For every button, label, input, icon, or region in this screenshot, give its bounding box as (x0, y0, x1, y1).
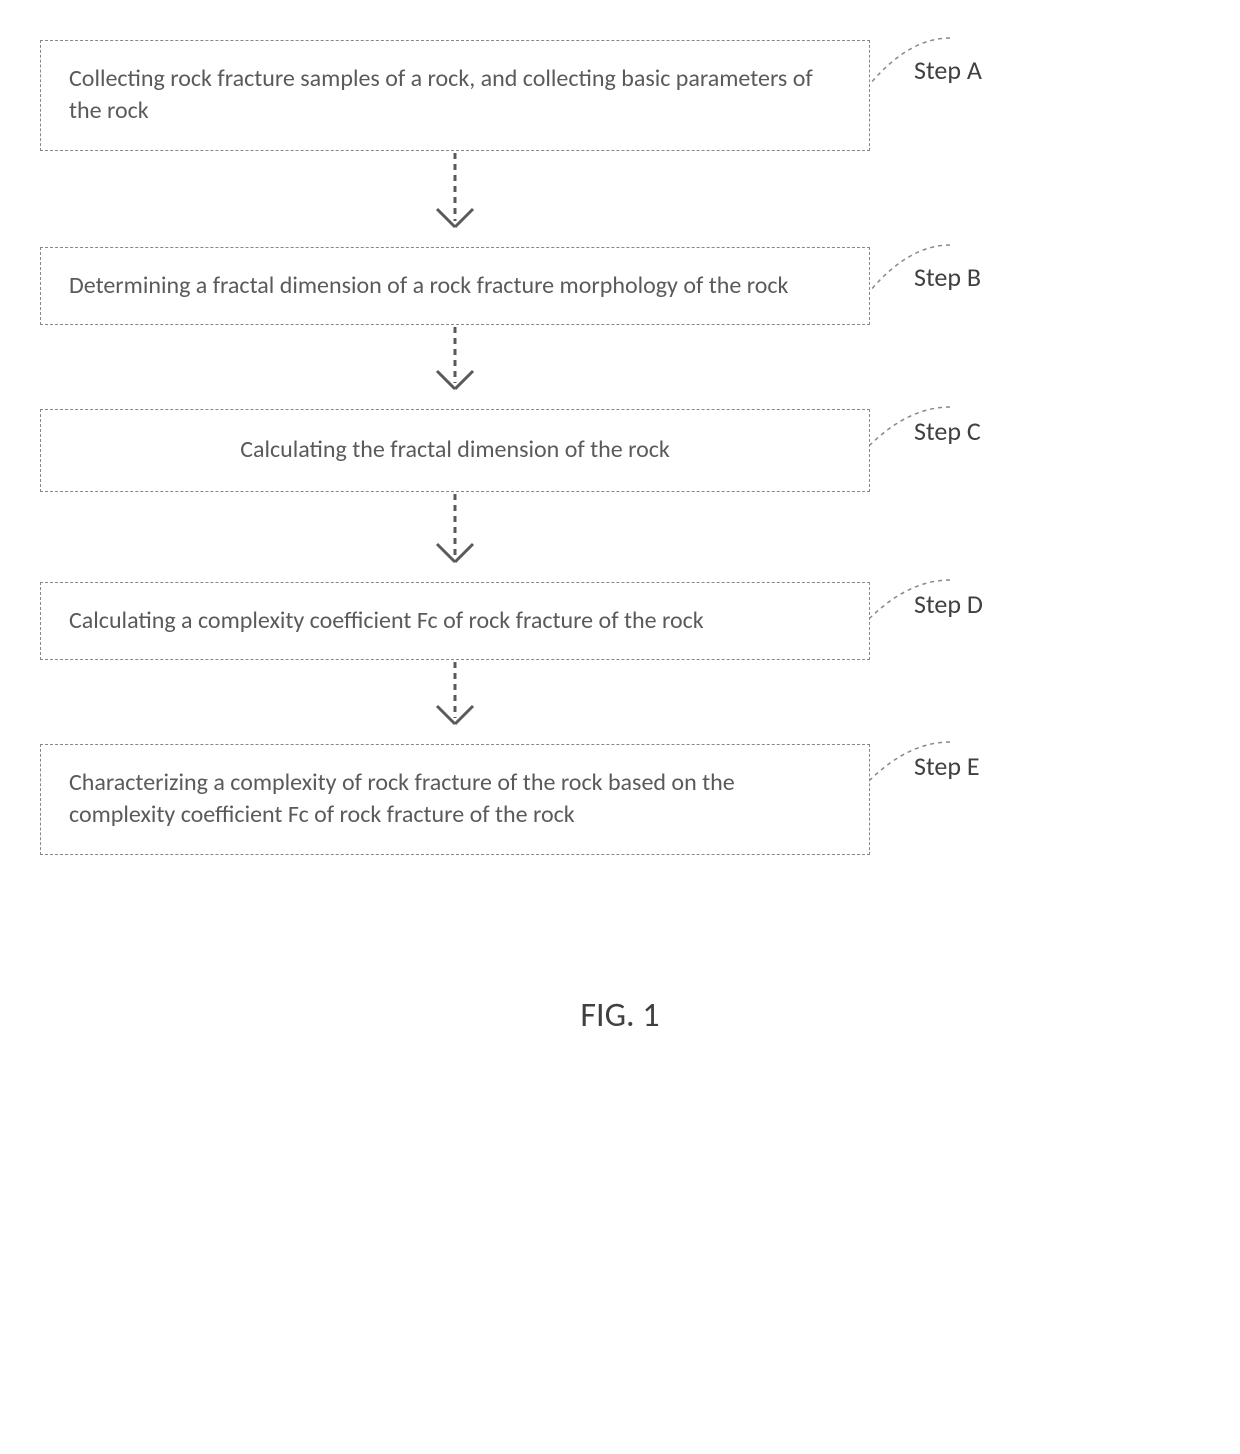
flow-arrow-icon (40, 151, 870, 247)
step-row: Calculating a complexity coefficient Fc … (40, 582, 1020, 660)
leader-line-icon (864, 576, 954, 624)
leader-line-icon (864, 241, 954, 297)
flow-arrow-icon (40, 492, 870, 582)
flowchart-container: Collecting rock fracture samples of a ro… (40, 40, 1020, 855)
flow-arrow (40, 151, 870, 247)
step-row: Determining a fractal dimension of a roc… (40, 247, 1020, 325)
flow-arrow (40, 660, 870, 744)
step-row: Collecting rock fracture samples of a ro… (40, 40, 1020, 151)
flow-arrow (40, 492, 870, 582)
figure-caption: FIG. 1 (40, 995, 1200, 1036)
leader-line-icon (864, 403, 954, 451)
step-row: Calculating the fractal dimension of the… (40, 409, 1020, 491)
step-box: Calculating a complexity coefficient Fc … (40, 582, 870, 660)
step-box: Characterizing a complexity of rock frac… (40, 744, 870, 855)
step-box: Collecting rock fracture samples of a ro… (40, 40, 870, 151)
flow-arrow-icon (40, 660, 870, 744)
step-row: Characterizing a complexity of rock frac… (40, 744, 1020, 855)
leader-line-icon (864, 738, 954, 786)
flow-arrow-icon (40, 325, 870, 409)
flow-arrow (40, 325, 870, 409)
step-box: Calculating the fractal dimension of the… (40, 409, 870, 491)
leader-line-icon (864, 34, 954, 90)
step-box: Determining a fractal dimension of a roc… (40, 247, 870, 325)
